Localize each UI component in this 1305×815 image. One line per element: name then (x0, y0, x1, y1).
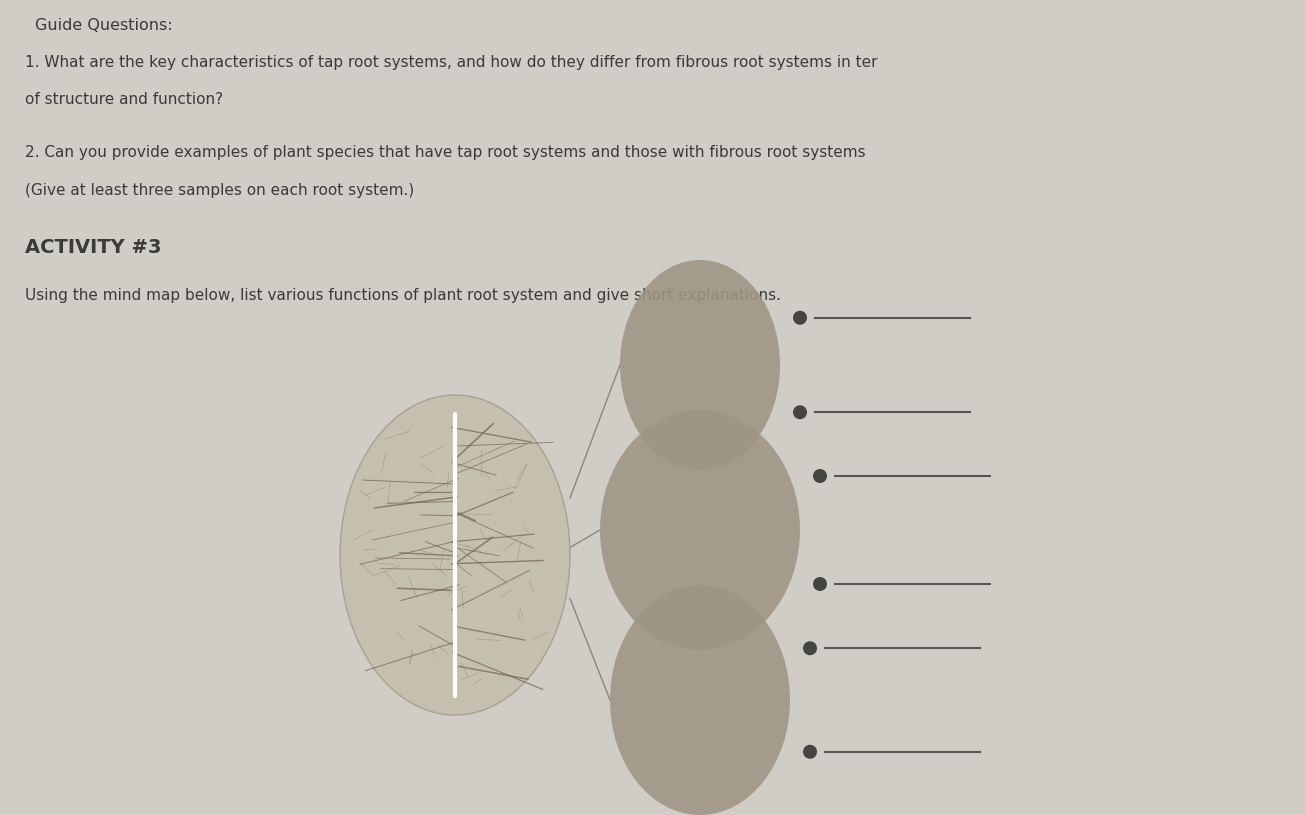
Text: (Give at least three samples on each root system.): (Give at least three samples on each roo… (25, 183, 414, 198)
Text: of structure and function?: of structure and function? (25, 92, 223, 107)
Ellipse shape (609, 585, 790, 815)
Text: Using the mind map below, list various functions of plant root system and give s: Using the mind map below, list various f… (25, 288, 780, 303)
Circle shape (803, 745, 817, 759)
Ellipse shape (600, 410, 800, 650)
Circle shape (793, 311, 806, 324)
Circle shape (813, 469, 827, 483)
Ellipse shape (620, 260, 780, 470)
Text: ACTIVITY #3: ACTIVITY #3 (25, 238, 162, 257)
Text: 2. Can you provide examples of plant species that have tap root systems and thos: 2. Can you provide examples of plant spe… (25, 145, 865, 160)
Circle shape (803, 641, 817, 655)
Text: 1. What are the key characteristics of tap root systems, and how do they differ : 1. What are the key characteristics of t… (25, 55, 877, 70)
Text: Guide Questions:: Guide Questions: (35, 18, 172, 33)
Ellipse shape (341, 395, 570, 715)
Circle shape (793, 405, 806, 419)
Circle shape (813, 577, 827, 591)
